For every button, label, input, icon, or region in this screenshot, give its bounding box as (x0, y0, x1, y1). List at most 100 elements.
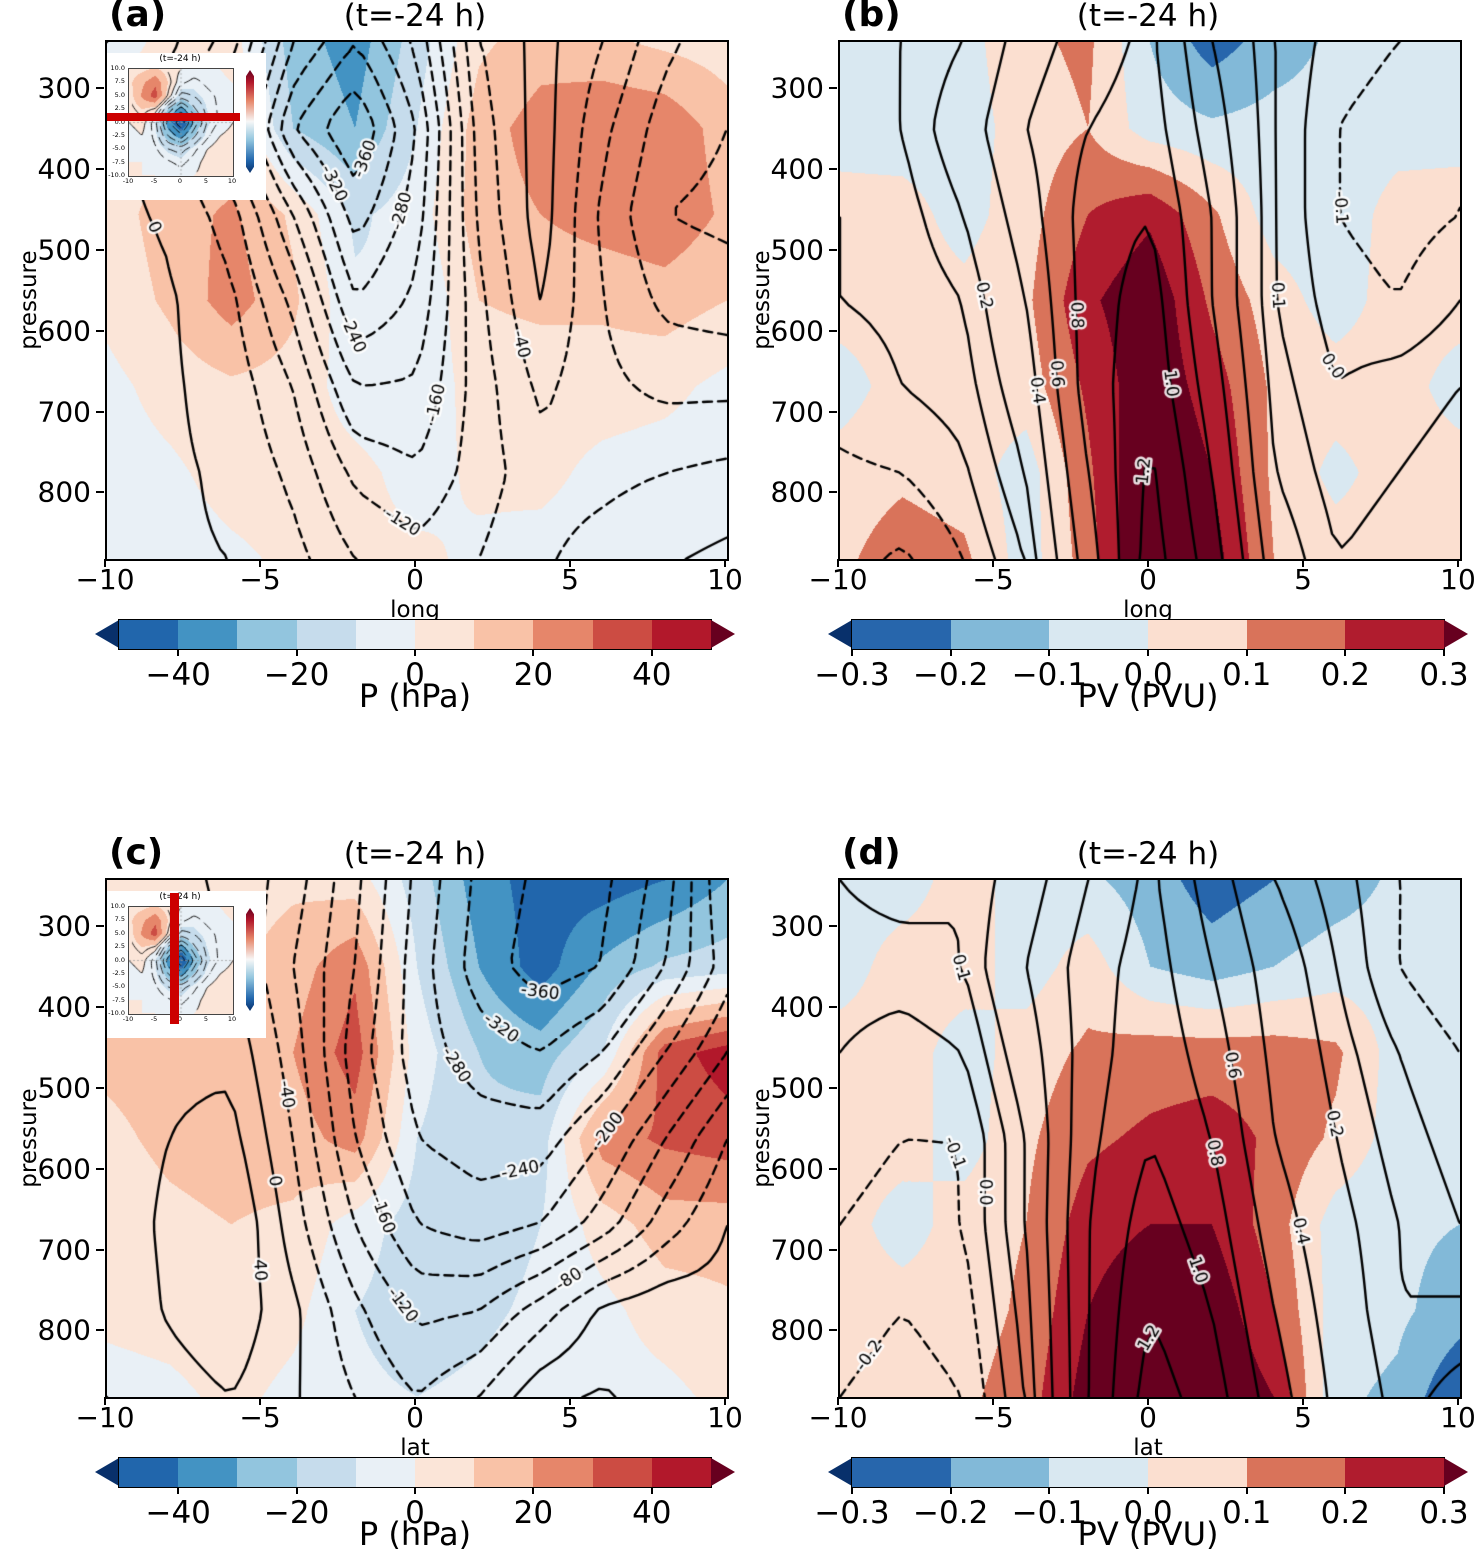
colorbar-tick-label: −0.3 (814, 1495, 890, 1531)
x-tick-marks (837, 1397, 1459, 1405)
x-tick-label: −5 (239, 1401, 281, 1434)
x-tick-labels: −10 −5 0 5 10 (808, 1401, 1475, 1435)
x-tick-labels: −10 −5 0 5 10 (75, 563, 742, 597)
inset-y-tick-label: 10.0 (110, 64, 125, 72)
x-tick-label: 5 (1294, 563, 1312, 596)
inset-y-tick-label: -5.0 (112, 144, 125, 153)
x-axis-label: long (1123, 597, 1173, 623)
inset-x-tick-labels: -10 -5 0 5 10 (123, 177, 236, 187)
inset-title: (t=-24 h) (159, 892, 201, 902)
x-tick-label: 5 (561, 1401, 579, 1434)
inset-map: (t=-24 h) 10.0 7.5 5.0 2.5 0.0 -2.5 -5.0 -7.5 -1… (107, 53, 266, 200)
colorbar-tick-label: −0.2 (913, 657, 989, 693)
colorbar: −40 −20 0 20 40 (95, 619, 735, 693)
colorbar-label: P (hPa) (358, 677, 472, 715)
x-tick-labels: −10 −5 0 5 10 (808, 563, 1475, 597)
inset-y-tick-labels: 10.0 7.5 5.0 2.5 0.0 -2.5 -5.0 -7.5 -10.0 (107, 902, 126, 1017)
inset-canvas (129, 69, 233, 176)
panel-letter: (c) (109, 832, 164, 873)
inset-x-tick-label: 5 (203, 1015, 209, 1023)
y-tick-marks (829, 878, 838, 1395)
x-tick-label: 0 (1139, 563, 1157, 596)
x-axis-label: long (390, 597, 440, 623)
panel-title: (t=-24 h) (1076, 0, 1220, 34)
inset-plot-area (128, 68, 234, 177)
inset-y-tick-label: 0.0 (114, 117, 125, 126)
cross-section-line (107, 113, 240, 121)
y-tick-label: 400 (37, 152, 91, 186)
y-tick-label: 800 (770, 1313, 824, 1347)
y-tick-label: 700 (770, 1233, 824, 1267)
x-tick-label: 10 (1440, 563, 1476, 596)
x-axis-label: lat (400, 1435, 430, 1461)
x-tick-labels: −10 −5 0 5 10 (75, 1401, 742, 1435)
colorbar: −40 −20 0 20 40 (95, 1457, 735, 1531)
y-tick-label: 400 (770, 152, 824, 186)
colorbar-tick-label: 0.1 (1222, 1495, 1272, 1531)
y-tick-label: 600 (770, 1152, 824, 1186)
x-tick-label: −10 (808, 1401, 868, 1434)
inset-y-tick-label: -7.5 (112, 995, 125, 1004)
y-tick-label: 700 (770, 395, 824, 429)
y-tick-marks (96, 40, 105, 557)
inset-x-tick-labels: -10 -5 0 5 10 (123, 1015, 236, 1025)
y-tick-label: 800 (37, 475, 91, 509)
y-tick-label: 300 (770, 71, 824, 105)
x-tick-label: −10 (75, 1401, 135, 1434)
x-tick-label: 10 (707, 563, 743, 596)
y-tick-label: 500 (770, 233, 824, 267)
y-tick-label: 600 (770, 314, 824, 348)
y-tick-label: 800 (770, 475, 824, 509)
colorbar-tick-label: 0.2 (1320, 657, 1370, 693)
y-tick-label: 300 (37, 71, 91, 105)
panel-title: (t=-24 h) (343, 0, 487, 34)
inset-y-tick-label: 5.0 (114, 928, 125, 937)
inset-y-tick-label: -10.0 (108, 171, 125, 179)
inset-y-tick-label: 2.5 (114, 104, 125, 113)
inset-y-tick-label: 2.5 (114, 942, 125, 951)
x-tick-label: 5 (1294, 1401, 1312, 1434)
panel-letter: (d) (842, 832, 901, 873)
inset-y-tick-label: -10.0 (108, 1009, 125, 1017)
y-tick-label: 500 (37, 1071, 91, 1105)
inset-x-tick-label: 0 (177, 177, 183, 185)
colorbar-tick-label: 20 (513, 657, 554, 693)
colorbar-tick-label: −40 (145, 657, 211, 693)
inset-colorbar (246, 70, 254, 173)
x-tick-label: 10 (1440, 1401, 1476, 1434)
x-tick-label: −5 (972, 1401, 1014, 1434)
colorbar-tick-label: 40 (632, 1495, 672, 1531)
y-tick-label: 300 (770, 909, 824, 943)
x-tick-label: 0 (406, 563, 424, 596)
panel-d: (d) (t=-24 h) pressure 300 400 500 600 700 80… (740, 832, 1480, 1560)
x-tick-label: 0 (1139, 1401, 1157, 1434)
inset-x-tick-label: -10 (122, 1015, 134, 1023)
cross-section-canvas (840, 42, 1460, 559)
inset-y-tick-label: -2.5 (112, 130, 125, 139)
y-tick-label: 300 (37, 909, 91, 943)
inset-x-tick-label: 5 (203, 177, 209, 185)
inset-y-tick-label: -7.5 (112, 157, 125, 166)
colorbar-tick-label: 20 (513, 1495, 554, 1531)
colorbar-tick-label: −0.2 (913, 1495, 989, 1531)
y-tick-label: 800 (37, 1313, 91, 1347)
cross-section-canvas (840, 880, 1460, 1397)
inset-y-tick-label: 7.5 (114, 915, 125, 924)
inset-title: (t=-24 h) (159, 54, 201, 64)
x-tick-label: 5 (561, 563, 579, 596)
cross-section-line (170, 893, 179, 1024)
y-tick-labels: 300 400 500 600 700 800 (740, 878, 824, 1395)
colorbar: −0.3 −0.2 −0.1 0.0 0.1 0.2 0.3 (814, 1457, 1469, 1531)
colorbar-tick-label: −20 (263, 1495, 330, 1531)
colorbar-tick-label: −20 (263, 657, 330, 693)
y-tick-label: 400 (37, 990, 91, 1024)
inset-y-tick-label: 0.0 (114, 955, 125, 964)
panel-title: (t=-24 h) (343, 836, 487, 872)
y-tick-label: 400 (770, 990, 824, 1024)
x-tick-marks (104, 559, 726, 567)
colorbar: −0.3 −0.2 −0.1 0.0 0.1 0.2 0.3 (814, 619, 1469, 693)
y-tick-labels: 300 400 500 600 700 800 (7, 878, 91, 1395)
colorbar-tick-label: 0.0 (1123, 657, 1173, 693)
panel-a: (a) (t=-24 h) pressure 300 400 500 600 700 80… (0, 0, 743, 760)
